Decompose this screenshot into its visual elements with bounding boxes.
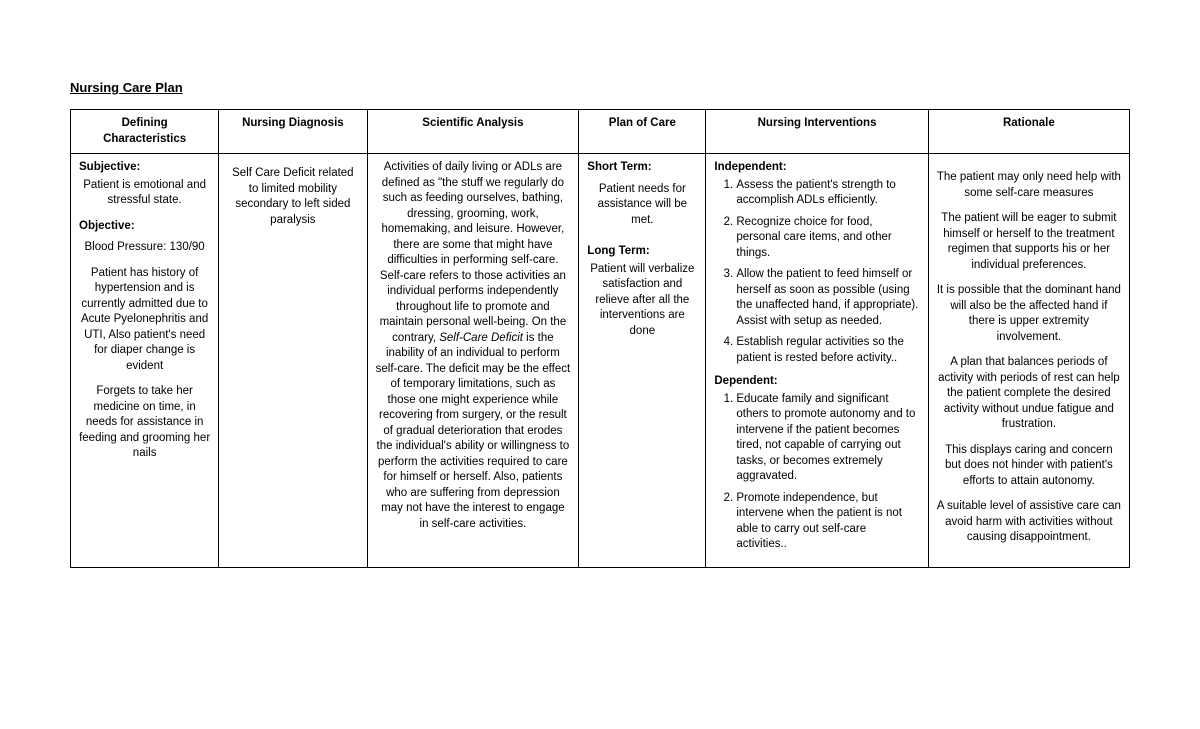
rationale-3: It is possible that the dominant hand wi… xyxy=(937,283,1121,345)
rationale-2: The patient will be eager to submit hims… xyxy=(937,211,1121,273)
short-term-text: Patient needs for assistance will be met… xyxy=(587,182,697,229)
diagnosis-text: Self Care Deficit related to limited mob… xyxy=(227,166,358,228)
cell-interventions: Independent: Assess the patient's streng… xyxy=(706,154,928,568)
table-row: Subjective: Patient is emotional and str… xyxy=(71,154,1130,568)
list-item: Establish regular activities so the pati… xyxy=(736,335,919,366)
analysis-term: Self-Care Deficit xyxy=(439,332,523,344)
short-term-label: Short Term: xyxy=(587,160,697,176)
dependent-label: Dependent: xyxy=(714,374,919,390)
table-header-row: Defining Characteristics Nursing Diagnos… xyxy=(71,110,1130,154)
col-diagnosis: Nursing Diagnosis xyxy=(219,110,367,154)
rationale-6: A suitable level of assistive care can a… xyxy=(937,499,1121,546)
rationale-5: This displays caring and concern but doe… xyxy=(937,443,1121,490)
document-page: Nursing Care Plan Defining Characteristi… xyxy=(0,0,1200,729)
care-plan-table: Defining Characteristics Nursing Diagnos… xyxy=(70,109,1130,568)
rationale-4: A plan that balances periods of activity… xyxy=(937,355,1121,433)
analysis-post: is the inability of an individual to per… xyxy=(376,332,571,530)
analysis-pre: Activities of daily living or ADLs are d… xyxy=(380,161,567,344)
col-rationale: Rationale xyxy=(928,110,1129,154)
document-title: Nursing Care Plan xyxy=(70,80,1130,95)
independent-list: Assess the patient's strength to accompl… xyxy=(714,178,919,367)
col-plan: Plan of Care xyxy=(579,110,706,154)
long-term-text: Patient will verbalize satisfaction and … xyxy=(587,262,697,340)
col-interventions: Nursing Interventions xyxy=(706,110,928,154)
cell-plan: Short Term: Patient needs for assistance… xyxy=(579,154,706,568)
col-analysis: Scientific Analysis xyxy=(367,110,579,154)
rationale-1: The patient may only need help with some… xyxy=(937,170,1121,201)
cell-diagnosis: Self Care Deficit related to limited mob… xyxy=(219,154,367,568)
objective-label: Objective: xyxy=(79,219,210,235)
objective-p2: Forgets to take her medicine on time, in… xyxy=(79,384,210,462)
list-item: Promote independence, but intervene when… xyxy=(736,491,919,553)
list-item: Allow the patient to feed himself or her… xyxy=(736,267,919,329)
cell-rationale: The patient may only need help with some… xyxy=(928,154,1129,568)
list-item: Assess the patient's strength to accompl… xyxy=(736,178,919,209)
col-defining: Defining Characteristics xyxy=(71,110,219,154)
cell-analysis: Activities of daily living or ADLs are d… xyxy=(367,154,579,568)
list-item: Recognize choice for food, personal care… xyxy=(736,215,919,262)
list-item: Educate family and significant others to… xyxy=(736,392,919,485)
dependent-list: Educate family and significant others to… xyxy=(714,392,919,553)
objective-bp: Blood Pressure: 130/90 xyxy=(79,240,210,256)
subjective-text: Patient is emotional and stressful state… xyxy=(79,178,210,209)
cell-defining: Subjective: Patient is emotional and str… xyxy=(71,154,219,568)
objective-p1: Patient has history of hypertension and … xyxy=(79,266,210,375)
long-term-label: Long Term: xyxy=(587,244,697,260)
subjective-label: Subjective: xyxy=(79,160,210,176)
independent-label: Independent: xyxy=(714,160,919,176)
